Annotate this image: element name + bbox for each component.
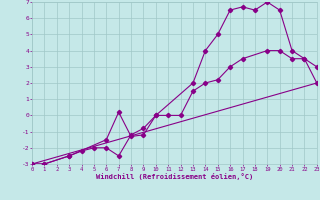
X-axis label: Windchill (Refroidissement éolien,°C): Windchill (Refroidissement éolien,°C): [96, 173, 253, 180]
